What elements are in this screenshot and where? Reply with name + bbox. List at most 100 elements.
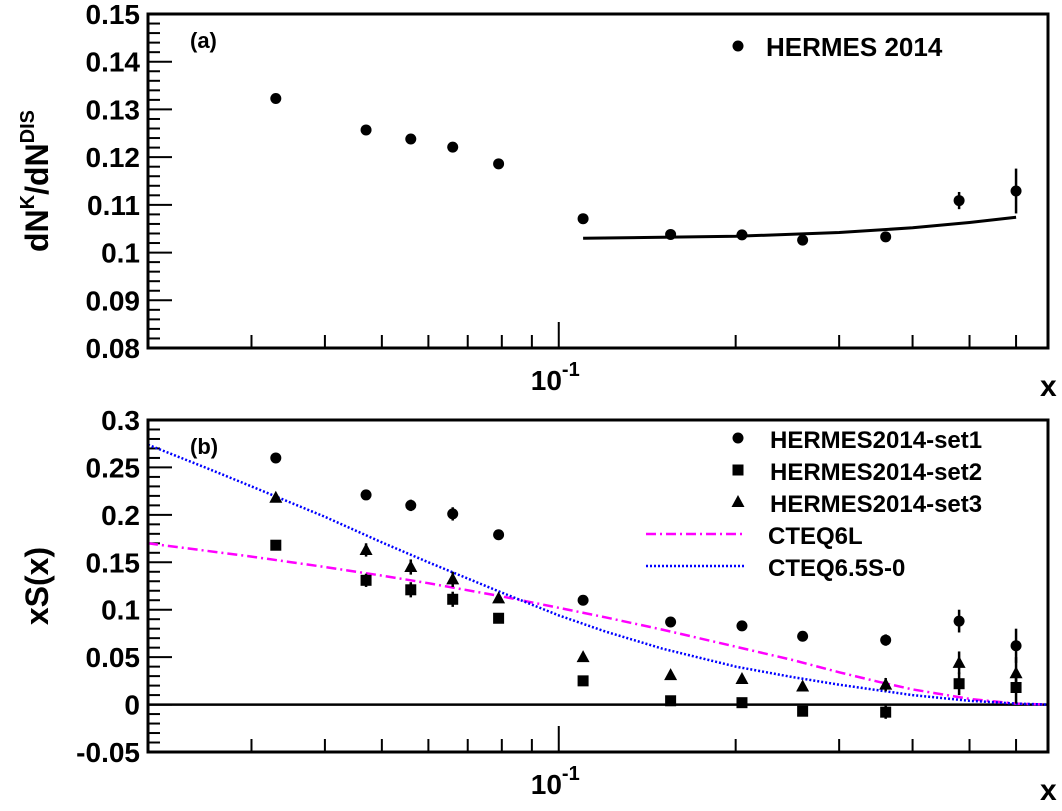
data-point-hermes2014-set2 (360, 574, 372, 586)
data-point-hermes-2014 (360, 124, 372, 136)
data-point-hermes2014-set3 (1009, 666, 1023, 679)
data-point-hermes2014-set2 (493, 612, 505, 624)
data-point-hermes2014-set3 (796, 679, 810, 692)
y-tick-label: 0.14 (86, 47, 141, 78)
y-tick-label: 0.13 (86, 94, 141, 125)
panel-b-frame (146, 418, 1050, 754)
panel-a-legend: HERMES 2014 (732, 32, 943, 62)
panel-b-label: (b) (190, 434, 218, 459)
data-point-hermes-2014 (665, 228, 677, 240)
data-point-hermes2014-set2 (405, 584, 417, 596)
y-tick-label: 0.15 (86, 547, 141, 578)
panel-a-curves (583, 215, 1017, 240)
data-point-hermes2014-set2 (665, 695, 677, 707)
data-point-hermes2014-set1 (665, 616, 677, 628)
y-tick-label: 0.2 (101, 500, 140, 531)
legend-label: HERMES 2014 (766, 32, 943, 62)
panel-a-label: (a) (190, 28, 217, 53)
data-point-hermes-2014 (880, 231, 892, 243)
panel-b-x-tick-base: 10 (531, 769, 562, 800)
data-point-hermes2014-set1 (405, 499, 417, 511)
data-point-hermes2014-set2 (797, 705, 809, 717)
y-tick-label: 0.1 (101, 595, 140, 626)
y-tick-label: 0.12 (86, 142, 141, 173)
data-point-hermes-2014 (736, 229, 748, 241)
data-point-hermes2014-set1 (953, 615, 965, 627)
panel-a-frame (146, 12, 1050, 350)
panel-a-x-tick-label: 10-1 (531, 359, 580, 396)
data-point-hermes2014-set3 (359, 542, 373, 555)
data-point-hermes2014-set1 (360, 489, 372, 501)
legend-marker (732, 464, 744, 476)
y-tick-label: 0 (124, 690, 140, 721)
data-point-hermes2014-set1 (797, 630, 809, 642)
data-point-hermes2014-set1 (1010, 640, 1022, 652)
data-point-hermes2014-set3 (404, 560, 418, 573)
panel-a-ylabel-sup1: K (17, 194, 39, 209)
data-point-hermes2014-set1 (736, 620, 748, 632)
legend-marker (732, 40, 744, 52)
panel-a-ylabel-mid: /dN (19, 143, 55, 195)
data-point-hermes2014-set2 (880, 706, 892, 718)
panel-b-y-axis-label: xS(x) (19, 547, 55, 625)
y-tick-label: 0.09 (86, 285, 141, 316)
data-point-hermes2014-set2 (953, 678, 965, 690)
data-point-hermes2014-set3 (879, 677, 893, 690)
y-tick-label: 0.11 (87, 190, 140, 221)
panel-a-ylabel-sup2: DIS (17, 110, 39, 143)
panel-a: (a) 0.08 0.09 0.1 0.11 0.12 0.13 0.14 0.15 10-1… (17, 0, 1057, 403)
legend-label: HERMES2014-set1 (770, 427, 982, 454)
model-curve (583, 215, 1017, 240)
panel-a-ylabel-base: dN (19, 209, 55, 252)
data-point-hermes2014-set3 (269, 490, 283, 503)
data-point-hermes2014-set3 (492, 591, 506, 604)
data-point-hermes2014-set2 (270, 539, 282, 551)
panel-a-x-tick-exp: -1 (562, 359, 580, 381)
y-tick-label: 0.08 (86, 333, 141, 364)
data-point-hermes2014-set3 (952, 655, 966, 668)
data-point-hermes2014-set1 (880, 634, 892, 646)
panel-a-points (270, 92, 1022, 246)
y-tick-label: 0.3 (101, 405, 140, 436)
y-tick-label: 0.05 (86, 642, 141, 673)
curve-cteq6-5s-0 (147, 443, 1049, 706)
legend-marker (731, 495, 745, 507)
panel-b-x-tick-exp: -1 (562, 763, 580, 785)
data-point-hermes2014-set3 (735, 671, 749, 684)
panel-b-legend: HERMES2014-set1 HERMES2014-set2 HERMES2014… (646, 427, 982, 582)
data-point-hermes-2014 (953, 195, 965, 207)
y-tick-label: 0.15 (86, 0, 141, 30)
data-point-hermes2014-set1 (577, 594, 589, 606)
y-tick-label: 0.25 (86, 452, 141, 483)
data-point-hermes2014-set3 (664, 668, 678, 681)
panel-b-y-tick-labels: -0.05 0 0.05 0.1 0.15 0.2 0.25 0.3 (76, 405, 140, 768)
data-point-hermes2014-set3 (576, 650, 590, 663)
data-point-hermes-2014 (447, 141, 459, 153)
data-point-hermes-2014 (493, 158, 505, 170)
data-point-hermes2014-set1 (270, 452, 282, 464)
data-point-hermes2014-set2 (736, 697, 748, 709)
legend-label: CTEQ6.5S-0 (768, 555, 905, 582)
panel-b: (b) -0.05 0 0.05 0.1 0.15 0.2 0.25 0.3 10-1 x x… (19, 405, 1057, 807)
data-point-hermes-2014 (1010, 185, 1022, 197)
panel-a-y-axis-label: dNK/dNDIS (17, 110, 55, 252)
panel-a-x-axis-label: x (1040, 370, 1057, 403)
panel-b-x-tick-label: 10-1 (531, 763, 580, 800)
data-point-hermes2014-set1 (493, 529, 505, 541)
data-point-hermes-2014 (797, 234, 809, 246)
data-point-hermes2014-set2 (447, 593, 459, 605)
legend-label: HERMES2014-set3 (770, 491, 982, 518)
data-point-hermes2014-set1 (447, 508, 459, 520)
y-tick-label: -0.05 (76, 737, 140, 768)
legend-marker (732, 432, 744, 444)
curve-cteq6l (147, 542, 1049, 706)
legend-label: HERMES2014-set2 (770, 459, 982, 486)
panel-b-x-axis-label: x (1040, 774, 1057, 807)
data-point-hermes-2014 (270, 92, 282, 104)
y-tick-label: 0.1 (101, 238, 140, 269)
panel-b-curves (147, 443, 1049, 706)
panel-a-y-tick-labels: 0.08 0.09 0.1 0.11 0.12 0.13 0.14 0.15 (86, 0, 141, 364)
panel-b-points (269, 452, 1023, 719)
data-point-hermes2014-set2 (577, 675, 589, 687)
